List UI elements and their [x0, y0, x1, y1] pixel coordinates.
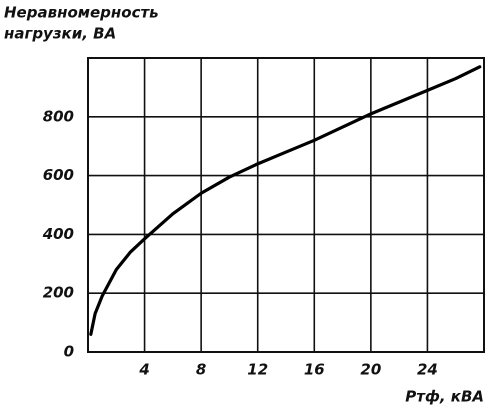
x-tick-label: 4	[138, 361, 149, 379]
y-tick-label: 200	[43, 284, 74, 302]
y-tick-label: 600	[43, 166, 74, 184]
y-axis-title-line: нагрузки, ВА	[4, 25, 116, 43]
y-axis-title-line: Неравномерность	[4, 4, 159, 22]
x-tick-label: 20	[360, 361, 381, 379]
x-tick-label: 24	[417, 361, 438, 379]
y-tick-label: 400	[42, 225, 74, 243]
x-tick-label: 8	[196, 361, 206, 379]
y-tick-label: 0	[64, 343, 74, 361]
x-tick-label: 12	[247, 361, 268, 379]
data-line	[89, 65, 482, 336]
y-tick-label: 800	[43, 107, 74, 125]
x-tick-label: 16	[304, 361, 325, 379]
plot-frame	[87, 57, 485, 353]
x-axis-title: Pтф, кВА	[405, 388, 484, 406]
